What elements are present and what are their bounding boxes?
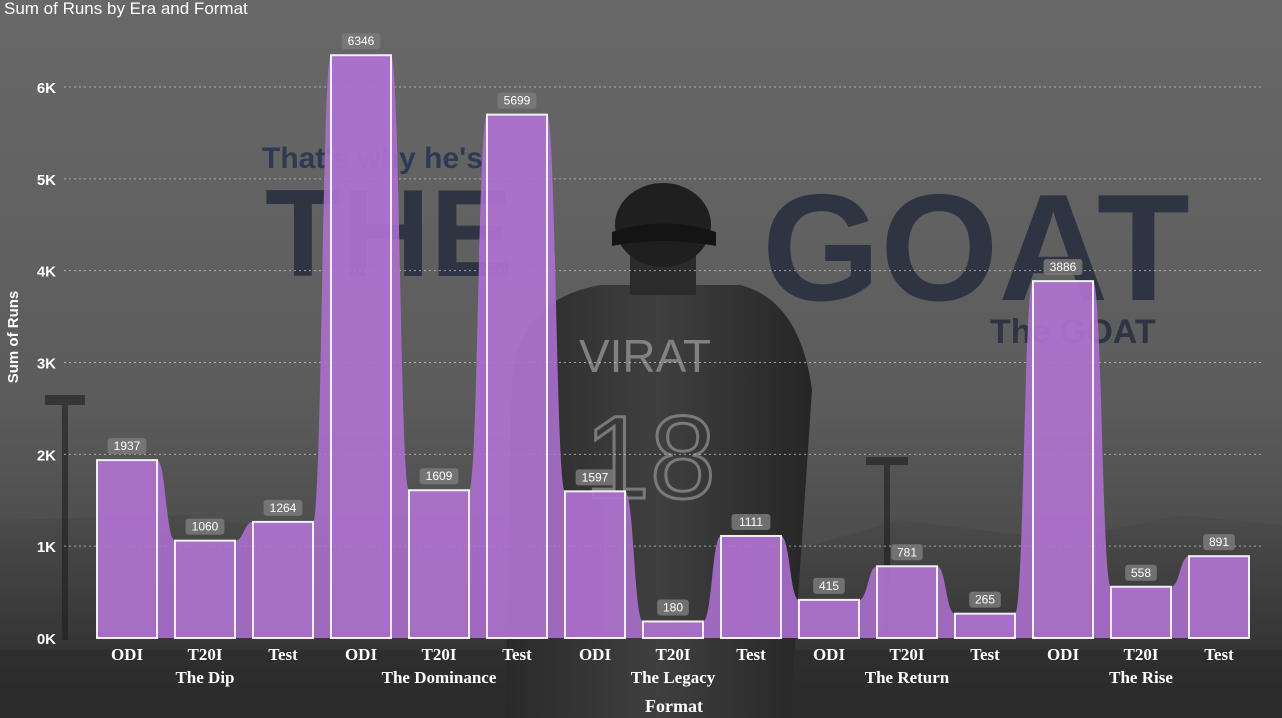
y-tick-label: 3K xyxy=(37,356,56,373)
x-tick-label: Test xyxy=(736,645,766,664)
x-tick-label: Test xyxy=(970,645,1000,664)
data-label-box xyxy=(185,518,225,535)
data-label: 558 xyxy=(1131,566,1151,580)
x-tick-label: Test xyxy=(502,645,532,664)
x-tick-label: ODI xyxy=(813,645,846,664)
chart-title: Sum of Runs by Era and Format xyxy=(4,0,248,18)
area-overlay xyxy=(97,55,1249,639)
data-label: 6346 xyxy=(348,34,375,48)
y-tick-label: 2K xyxy=(37,447,56,464)
data-labels: 1937 1060 1264 6346 1609 5699 1597 180 1111 415 78… xyxy=(107,33,1235,616)
y-axis-ticks: 0K 1K 2K 3K 4K 5K 6K xyxy=(37,80,56,648)
data-label-box xyxy=(263,499,303,516)
x-tick-label: ODI xyxy=(111,645,144,664)
bars xyxy=(96,54,1250,640)
x-tick-label: Test xyxy=(268,645,298,664)
data-label: 1597 xyxy=(582,470,609,484)
data-label: 1937 xyxy=(114,439,141,453)
data-label: 180 xyxy=(663,600,683,614)
bar[interactable] xyxy=(486,113,548,639)
data-label: 415 xyxy=(819,579,839,593)
era-label: The Dominance xyxy=(382,668,497,687)
data-label: 1264 xyxy=(270,501,297,515)
era-label: The Return xyxy=(865,668,950,687)
bar[interactable] xyxy=(1110,585,1172,640)
data-label-box xyxy=(891,544,923,561)
x-tick-label: T20I xyxy=(1124,645,1159,664)
data-label: 1060 xyxy=(192,520,219,534)
bar[interactable] xyxy=(96,459,158,639)
data-label-box xyxy=(1043,259,1083,276)
data-label: 781 xyxy=(897,545,917,559)
data-label: 5699 xyxy=(504,94,531,108)
bar[interactable] xyxy=(1032,280,1094,639)
x-tick-label: ODI xyxy=(579,645,612,664)
bar[interactable] xyxy=(564,490,626,639)
data-label-box xyxy=(419,468,459,485)
y-tick-label: 4K xyxy=(37,264,56,281)
bar[interactable] xyxy=(876,565,938,639)
x-axis-label: Format xyxy=(645,696,703,716)
bar[interactable] xyxy=(954,612,1016,640)
y-axis-label: Sum of Runs xyxy=(5,291,22,384)
y-tick-label: 5K xyxy=(37,172,56,189)
y-tick-label: 0K xyxy=(37,631,56,648)
era-label: The Rise xyxy=(1109,668,1173,687)
era-label: The Legacy xyxy=(631,668,716,687)
data-label-box xyxy=(497,92,537,109)
x-tick-label: ODI xyxy=(345,645,378,664)
floodlight-left xyxy=(45,395,85,640)
data-label-box xyxy=(813,577,845,594)
bar[interactable] xyxy=(408,489,470,639)
y-tick-label: 1K xyxy=(37,539,56,556)
y-tick-label: 6K xyxy=(37,80,56,97)
data-label-box xyxy=(107,438,147,455)
x-tick-label: T20I xyxy=(890,645,925,664)
data-label-box xyxy=(341,33,381,50)
data-label-box xyxy=(969,591,1001,608)
bar[interactable] xyxy=(642,620,704,639)
data-label: 1609 xyxy=(426,469,453,483)
data-label-box xyxy=(657,599,689,616)
x-tick-label: Test xyxy=(1204,645,1234,664)
data-label: 3886 xyxy=(1050,260,1077,274)
bar[interactable] xyxy=(720,534,782,639)
bar[interactable] xyxy=(252,520,314,639)
jersey-name: VIRAT xyxy=(579,330,711,382)
data-label-box xyxy=(731,513,771,530)
data-label-box xyxy=(575,469,615,486)
data-label: 265 xyxy=(975,593,995,607)
poster-word-goat: GOAT xyxy=(762,163,1190,333)
data-label: 891 xyxy=(1209,535,1229,549)
bar[interactable] xyxy=(1188,555,1250,640)
runs-area xyxy=(97,55,1249,639)
floodlight-right xyxy=(866,457,908,632)
data-label-box xyxy=(1203,534,1235,551)
bar[interactable] xyxy=(798,598,860,639)
data-label-box xyxy=(1125,564,1157,581)
x-axis-ticks: ODI T20I Test ODI T20I Test ODI T20I Test ODI T20I… xyxy=(111,645,1234,687)
era-label: The Dip xyxy=(175,668,234,687)
x-tick-label: T20I xyxy=(656,645,691,664)
bar[interactable] xyxy=(174,539,236,640)
x-tick-label: T20I xyxy=(422,645,457,664)
bar[interactable] xyxy=(330,54,392,640)
x-tick-label: ODI xyxy=(1047,645,1080,664)
data-label: 1111 xyxy=(739,515,763,529)
x-tick-label: T20I xyxy=(188,645,223,664)
